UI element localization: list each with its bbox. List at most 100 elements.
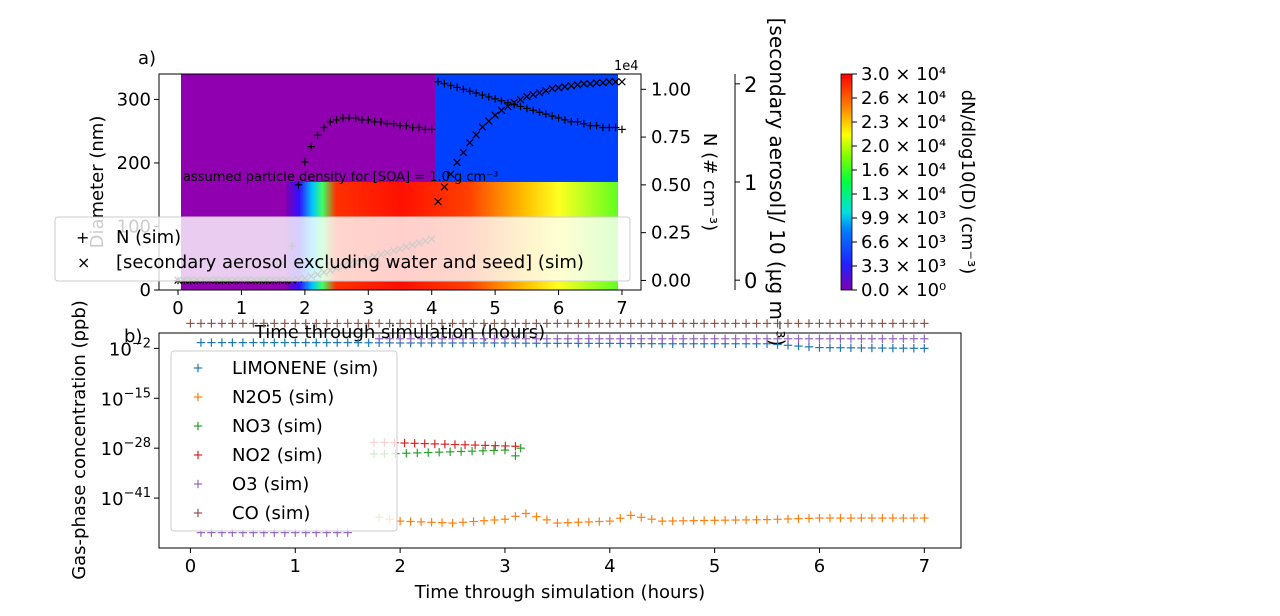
data-point <box>511 442 520 451</box>
legend-marker-o3 <box>193 479 203 489</box>
data-point <box>825 334 835 343</box>
x-tick-label: 4 <box>426 298 437 319</box>
y2-tick-label: 0.50 <box>651 175 691 196</box>
data-point <box>406 319 415 328</box>
legend-label-o3: O3 (sim) <box>232 474 309 495</box>
n-sim-point <box>427 125 436 134</box>
series-co <box>186 319 929 328</box>
data-point <box>773 319 782 328</box>
panel-b-y-ticks: 10−2 10−15 10−28 10−41 <box>101 336 159 510</box>
data-point <box>762 319 772 328</box>
data-point <box>574 518 583 527</box>
data-point <box>542 515 552 525</box>
data-point <box>899 334 908 343</box>
series-n2o5 <box>374 509 929 528</box>
data-point <box>605 319 614 328</box>
data-point <box>731 334 740 343</box>
n-sim-point <box>453 83 461 92</box>
data-point <box>783 334 793 343</box>
data-point <box>196 319 206 328</box>
colorbar-label: dN/dlog10(D) (cm⁻³) <box>957 90 978 275</box>
n-sim-point <box>618 125 626 134</box>
data-point <box>689 516 698 525</box>
data-point <box>710 334 719 343</box>
n-sim-point <box>605 123 614 132</box>
data-point <box>228 319 237 328</box>
data-point <box>616 334 625 343</box>
data-point <box>470 440 480 450</box>
data-point <box>448 518 457 528</box>
data-point <box>437 518 447 527</box>
secondary-aerosol-point <box>554 83 563 92</box>
legend-marker-co <box>193 508 203 518</box>
data-point <box>553 334 562 343</box>
data-point <box>752 334 761 343</box>
secondary-aerosol-point <box>446 170 455 178</box>
data-point <box>658 516 667 526</box>
data-point <box>741 515 751 525</box>
data-point <box>720 516 730 525</box>
data-point <box>836 513 845 523</box>
data-point <box>413 448 422 458</box>
secondary-aerosol-point <box>573 80 582 89</box>
secondary-aerosol-point <box>472 131 480 139</box>
data-point <box>186 319 195 328</box>
secondary-aerosol-point <box>592 79 601 87</box>
data-point <box>731 319 740 328</box>
n-sim-point <box>440 79 449 88</box>
data-point <box>521 334 531 343</box>
y-tick-label: 10−15 <box>101 386 151 410</box>
data-point <box>427 319 436 328</box>
data-point <box>353 319 363 328</box>
data-point <box>794 319 803 328</box>
n-sim-point <box>358 116 366 124</box>
data-point <box>867 319 877 328</box>
data-point <box>773 515 782 524</box>
data-point <box>867 513 877 523</box>
secondary-aerosol-point <box>580 79 588 88</box>
legend-marker-n: + <box>76 228 89 247</box>
n-sim-point <box>472 89 480 97</box>
data-point <box>458 319 468 328</box>
heatmap-upper-mode-region <box>435 74 618 182</box>
x-tick-label: 4 <box>604 556 615 577</box>
n-sim-point <box>307 142 316 151</box>
colorbar-tick-label: 0.0 × 10⁰ <box>861 280 946 301</box>
data-point <box>668 516 677 526</box>
panel-b-frame <box>158 332 962 549</box>
data-point <box>374 319 384 328</box>
secondary-aerosol-point <box>535 88 544 97</box>
data-point <box>804 514 814 523</box>
secondary-aerosol-point <box>497 106 506 115</box>
data-point <box>207 319 216 328</box>
data-point <box>699 319 709 328</box>
data-point <box>217 319 227 328</box>
data-point <box>888 513 898 523</box>
data-point <box>699 334 709 343</box>
data-point <box>364 319 373 328</box>
data-point <box>563 518 573 527</box>
legend-marker-no2 <box>193 450 203 460</box>
n-sim-point <box>611 123 620 132</box>
data-point <box>825 319 835 328</box>
data-point <box>406 334 415 343</box>
data-point <box>574 334 583 343</box>
data-point <box>532 319 541 328</box>
data-point <box>437 319 447 328</box>
data-point <box>815 343 824 352</box>
data-point <box>500 319 510 328</box>
data-point <box>574 319 583 328</box>
n-sim-point <box>301 158 309 166</box>
data-point <box>532 512 541 521</box>
y2-tick-label: 0.00 <box>651 270 691 291</box>
data-point <box>280 338 290 347</box>
panel-a-frame <box>158 73 642 291</box>
data-point <box>430 439 440 449</box>
colorbar-tick-label: 2.6 × 10⁴ <box>861 88 946 109</box>
legend-marker-soa: × <box>77 253 90 272</box>
data-point <box>501 441 510 451</box>
panel-a-y-label: Diameter (nm) <box>87 116 108 249</box>
n-sim-point <box>326 117 335 126</box>
data-point <box>469 334 478 343</box>
data-point <box>720 319 730 328</box>
